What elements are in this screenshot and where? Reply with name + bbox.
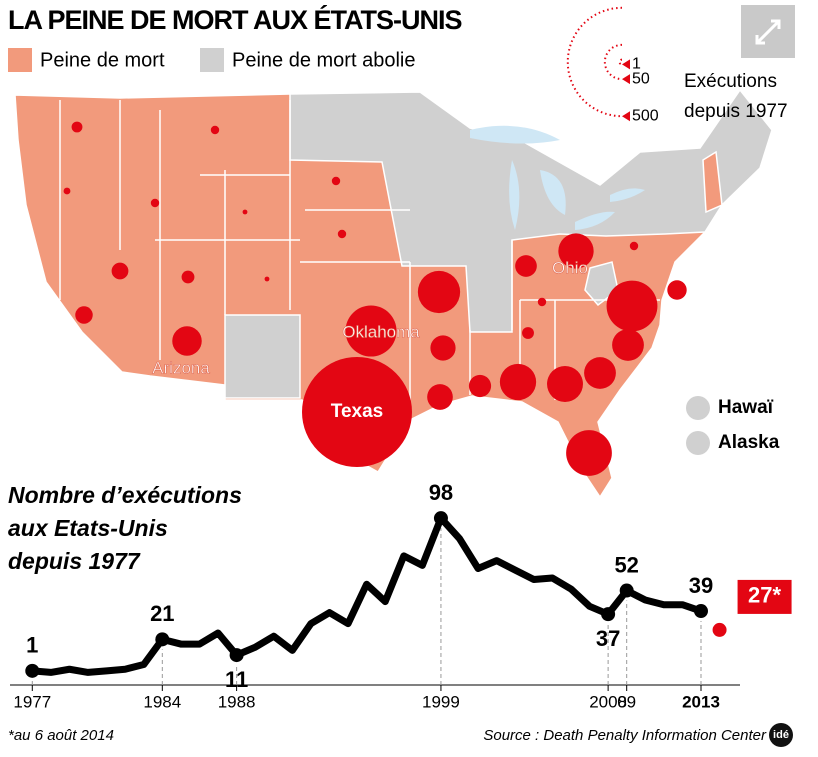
bubble <box>111 262 129 280</box>
size-legend-label: 1 <box>632 56 641 73</box>
point <box>601 607 616 622</box>
chart-title: aux Etats-Unis <box>8 515 168 541</box>
value-label: 11 <box>225 667 248 692</box>
size-legend-label: 50 <box>632 70 650 87</box>
state-label: Ohio <box>552 258 588 277</box>
bubble <box>558 233 594 269</box>
map: Texas Oklahoma Ohio Arizona 150 500 Exécutions… <box>14 6 788 499</box>
bubble <box>417 270 461 314</box>
size-legend-arrow <box>622 59 630 70</box>
point <box>433 511 448 526</box>
bubble <box>63 187 71 195</box>
callout-box <box>737 579 792 614</box>
source: Source : Death Penalty Information Cente… <box>483 727 767 744</box>
point <box>619 583 634 598</box>
logo-text: idé <box>773 729 789 741</box>
legend-swatch <box>8 48 32 72</box>
bubble <box>242 209 248 215</box>
bubble <box>264 276 270 282</box>
outside-label: Alaska <box>718 432 780 453</box>
bubble <box>537 297 547 307</box>
outside-state <box>686 431 710 455</box>
bubble <box>181 270 195 284</box>
state-label: Arizona <box>152 358 210 377</box>
x-tick-label: 1977 <box>13 692 51 711</box>
value-label: 37 <box>596 626 620 651</box>
great-lake <box>540 170 566 215</box>
bubble <box>150 198 160 208</box>
fullscreen-button[interactable] <box>741 5 795 58</box>
point <box>693 604 708 619</box>
size-legend-circle <box>566 6 623 118</box>
point <box>229 648 244 663</box>
great-lake <box>509 160 520 230</box>
size-legend-arrow <box>622 111 630 122</box>
legend-label: Peine de mort abolie <box>232 49 415 71</box>
bubble <box>302 357 412 467</box>
size-legend-circle <box>603 43 623 81</box>
bubble <box>331 176 341 186</box>
line <box>31 514 703 676</box>
x-tick-label: 09 <box>617 692 636 711</box>
chart-title: Nombre d’exécutions <box>8 482 242 508</box>
x-tick-label: 2013 <box>682 692 720 711</box>
point <box>25 663 40 678</box>
value-label: 21 <box>150 601 174 626</box>
bubble <box>71 121 83 133</box>
value-label: 98 <box>429 480 453 505</box>
bubble <box>210 125 220 135</box>
x-tick-label: 1999 <box>422 692 460 711</box>
x-tick-label: 1988 <box>218 692 256 711</box>
size-legend-circle <box>618 58 623 66</box>
bubble <box>337 229 347 239</box>
line-chart: Nombre d’exécutions aux Etats-Unis depuis … <box>8 480 792 744</box>
abolished-region <box>224 314 301 399</box>
point <box>712 622 727 637</box>
footnote: *au 6 août 2014 <box>8 727 114 744</box>
bubble <box>667 280 687 300</box>
bubble <box>345 305 397 357</box>
value-label: 1 <box>26 633 38 658</box>
chart-title: depuis 1977 <box>8 548 141 574</box>
size-legend-arrow <box>622 74 630 85</box>
great-lake <box>575 211 615 230</box>
bubble <box>499 363 537 401</box>
legend-label: Peine de mort <box>40 49 165 71</box>
logo: idé <box>769 723 793 747</box>
value-label: 39 <box>689 573 713 598</box>
point <box>155 632 170 647</box>
bubble <box>584 357 616 389</box>
outside-label: Hawaï <box>718 397 774 418</box>
size-legend-title: Exécutions <box>684 71 777 92</box>
bubble <box>629 241 639 251</box>
legend-swatch <box>200 48 224 72</box>
bubble <box>566 430 612 476</box>
bubble <box>606 280 658 332</box>
size-legend-title: depuis 1977 <box>684 101 788 122</box>
value-label: 52 <box>614 552 638 577</box>
bubble <box>522 327 534 339</box>
bubble <box>172 326 202 356</box>
x-tick-label: 2008 <box>589 692 627 711</box>
state-label: Texas <box>331 401 383 422</box>
size-legend-label: 500 <box>632 107 659 124</box>
outside-state <box>686 396 710 420</box>
x-tick-label: 1984 <box>143 692 181 711</box>
state-label: Oklahoma <box>342 322 420 341</box>
great-lake <box>470 125 560 144</box>
great-lake <box>610 188 645 202</box>
bubble <box>515 255 537 277</box>
bubble <box>430 335 456 361</box>
bubble <box>75 306 93 324</box>
bubble <box>468 374 492 398</box>
title: LA PEINE DE MORT AUX ÉTATS-UNIS <box>8 4 462 35</box>
bubble <box>612 329 644 361</box>
bubble <box>427 384 453 410</box>
bubble <box>547 366 583 402</box>
value-label: 27* <box>748 583 781 608</box>
abolished-region <box>289 88 773 333</box>
state-salmon <box>702 150 723 214</box>
